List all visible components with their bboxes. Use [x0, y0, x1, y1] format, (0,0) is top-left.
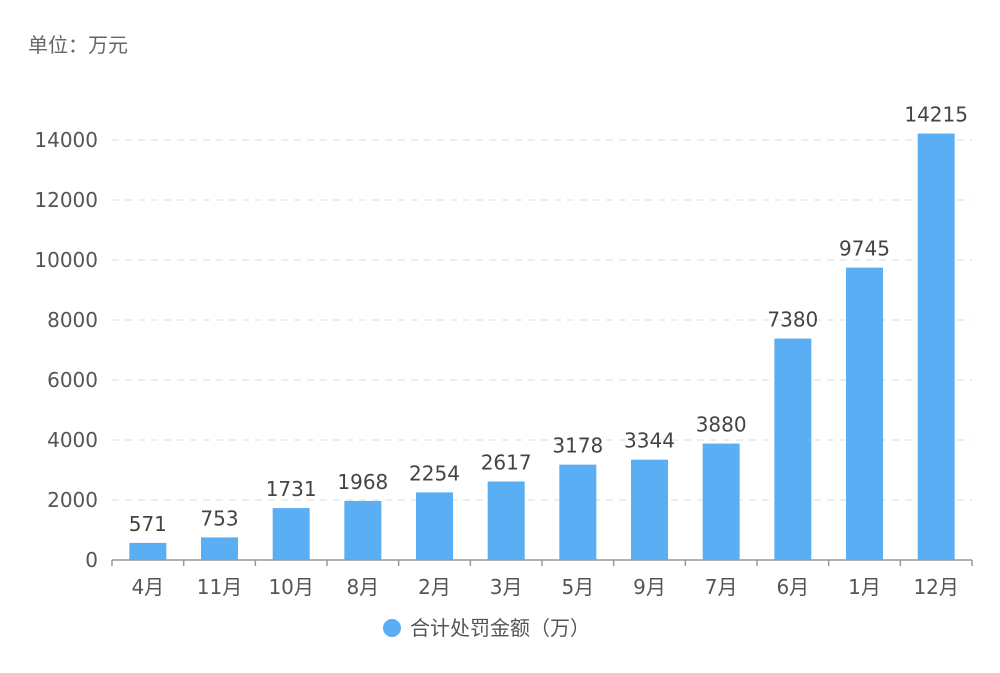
x-axis: 4月 11月 10月 8月 2月 3月 5月 9月 7月 6月 1月 12月 — [111, 559, 973, 599]
x-tick-label: 10月 — [268, 575, 313, 599]
y-tick-label: 14000 — [34, 128, 98, 152]
y-tick-label: 6000 — [47, 368, 98, 392]
y-tick-label: 0 — [85, 548, 98, 572]
y-tick-label: 10000 — [34, 248, 98, 272]
legend-marker — [383, 619, 401, 637]
y-tick-label: 2000 — [47, 488, 98, 512]
x-tick-label: 5月 — [561, 575, 594, 599]
bar — [774, 338, 812, 560]
bar — [631, 459, 668, 560]
x-tick-label: 7月 — [705, 575, 738, 599]
bar — [559, 464, 597, 560]
data-label: 14215 — [904, 103, 968, 127]
data-label: 9745 — [839, 237, 890, 261]
x-tick-label: 12月 — [913, 575, 958, 599]
x-tick-label: 8月 — [346, 575, 379, 599]
y-tick-label: 12000 — [34, 188, 98, 212]
legend: 合计处罚金额（万） — [383, 616, 590, 640]
bar — [917, 133, 955, 561]
bar — [702, 443, 740, 560]
data-label: 753 — [200, 506, 238, 530]
y-tick-label: 8000 — [47, 308, 98, 332]
data-label: 2617 — [481, 450, 532, 474]
x-tick-label: 4月 — [131, 575, 164, 599]
x-tick-label: 11月 — [197, 575, 242, 599]
data-label: 1731 — [266, 477, 317, 501]
grid-lines — [112, 139, 972, 501]
bar — [846, 267, 883, 560]
x-tick-label: 1月 — [848, 575, 881, 599]
x-tick-label: 2月 — [418, 575, 451, 599]
data-label: 571 — [129, 512, 167, 536]
x-tick-label: 9月 — [633, 575, 666, 599]
data-label: 1968 — [337, 470, 388, 494]
data-label: 3880 — [696, 413, 747, 437]
x-tick-label: 6月 — [776, 575, 809, 599]
x-tick-label: 3月 — [490, 575, 523, 599]
bar — [487, 481, 525, 560]
unit-label: 单位：万元 — [28, 33, 128, 57]
y-axis: 0 2000 4000 6000 8000 10000 12000 14000 — [34, 128, 98, 572]
bar — [344, 500, 382, 560]
bar — [201, 537, 238, 560]
bar — [129, 542, 167, 560]
data-label: 3178 — [552, 434, 603, 458]
y-tick-label: 4000 — [47, 428, 98, 452]
data-label: 7380 — [767, 308, 818, 332]
data-label: 2254 — [409, 461, 460, 485]
bars: 571 753 1731 1968 2254 2617 3178 3344 3880 7380 97… — [129, 103, 968, 561]
legend-label: 合计处罚金额（万） — [410, 616, 590, 640]
bar — [272, 508, 310, 560]
data-label: 3344 — [624, 429, 675, 453]
bar — [416, 492, 453, 560]
